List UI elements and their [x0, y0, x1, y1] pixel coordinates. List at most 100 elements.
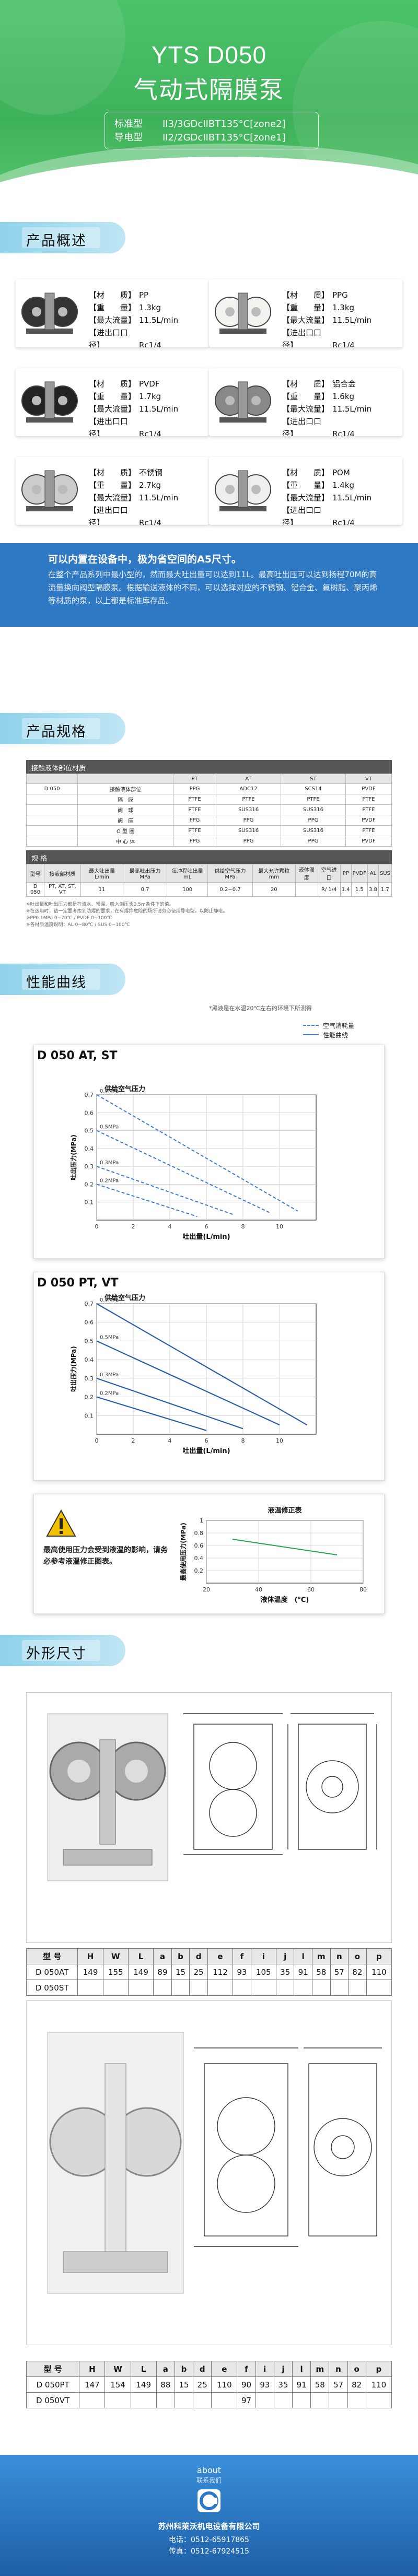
spec-label: 【最大流量】	[282, 493, 330, 502]
table-cell: PPG	[280, 836, 346, 847]
table-cell: PTFE	[345, 794, 392, 805]
table-cell: 20	[252, 882, 296, 897]
table-header-cell: a	[156, 2361, 175, 2377]
table-header-cell: e	[207, 1948, 234, 1964]
spec-label: 【进出口口径】	[282, 506, 322, 525]
table-header-cell: H	[79, 2361, 106, 2377]
series-label: 0.5MPa	[100, 1334, 119, 1340]
footnote: ※PP0.1MPa 0~70℃ / PVDF 0~100℃	[26, 916, 112, 921]
table-cell: PTFE	[172, 825, 217, 836]
table-cell: 149	[130, 2376, 157, 2393]
table-header-cell: ST	[280, 774, 346, 784]
table-row: D 050 接触液体部位 PPG ADC12 SCS14 PVDF	[26, 783, 392, 794]
footnote: ※各材质温度说明：AL 0~80℃ / SUS 0~100℃	[26, 922, 130, 928]
spec-port: Rc1/4	[332, 341, 355, 347]
footnote: ※在选用时，请一定要考虑到防爆的要求，在有爆炸危险的场所请务必使用导电型，以防止…	[26, 909, 228, 914]
table-header-cell: f	[233, 1948, 251, 1964]
table-cell: 112	[207, 1964, 234, 1980]
table-cell	[273, 2392, 293, 2408]
hero-title-model: YTS D050	[151, 41, 267, 68]
product-card: 【材 质】 PP 【重 量】 1.3kg 【最大流量】 11.5L/min 【进出口口径】 R…	[16, 279, 209, 347]
y-tick-label: 0.1	[85, 1412, 94, 1419]
series-line	[96, 1340, 280, 1426]
table-header-cell	[77, 774, 173, 784]
table-cell	[250, 1980, 276, 1996]
x-tick-label: 10	[276, 1223, 283, 1230]
table-cell: 15	[174, 2376, 194, 2393]
legend-perf-swatch	[303, 1034, 319, 1035]
table-cell: 110	[211, 2376, 238, 2393]
table-cell: PPG	[172, 815, 217, 826]
table-cell: 57	[330, 1964, 349, 1980]
spec-label: 【重 量】	[89, 303, 136, 312]
spec-material: PVDF	[139, 379, 160, 389]
spec-flow: 11.5L/min	[332, 315, 372, 325]
spec-weight: 1.3kg	[332, 303, 355, 312]
x-axis-label: 吐出量(L/min)	[182, 1447, 230, 1455]
footer-tel: 电话：0512-65917865	[169, 2536, 249, 2544]
footer-company: 苏州科莱沃机电设备有限公司	[158, 2522, 260, 2531]
table-cell: 阀 座	[77, 815, 173, 826]
table-header-cell: i	[255, 2361, 274, 2377]
table-cell: SUS316	[280, 825, 346, 836]
series-label: 0.3MPa	[100, 1372, 119, 1378]
table-cell: 97	[237, 2392, 256, 2408]
table-title: 规 格	[26, 850, 392, 864]
table-cell: 105	[250, 1964, 276, 1980]
hero-banner: YTS D050 气动式隔膜泵 标准型 II3/3GDcIIBT135°C[zon…	[0, 0, 418, 219]
product-card: 【材 质】 不锈钢 【重 量】 2.7kg 【最大流量】 11.5L/min 【进出口口径】…	[16, 457, 209, 525]
y-tick-label: 0.2	[194, 1567, 204, 1574]
table-cell: PTFE	[172, 804, 217, 815]
y-tick-label: 0.4	[85, 1356, 94, 1363]
table-cell: 1.7	[378, 882, 392, 897]
pump-image	[21, 470, 78, 511]
table-row: 隔 膜 PTFE PTFE PTFE PTFE	[26, 794, 392, 805]
table-header-cell: d	[189, 1948, 208, 1964]
table-cell: 149	[127, 1964, 154, 1980]
y-tick-label: 0.7	[85, 1301, 94, 1307]
table-cell	[127, 1980, 154, 1996]
spec-label: 【材 质】	[282, 379, 330, 389]
y-tick-label: 0.2	[85, 1394, 94, 1401]
y-axis-label: 最高使用压力(MPa)	[179, 1523, 187, 1580]
spec-weight: 1.6kg	[332, 392, 355, 401]
legend-air-swatch	[303, 1025, 319, 1026]
table-cell: 0.7	[123, 882, 167, 897]
pump-drawing-b	[47, 2032, 382, 2294]
table-cell: 93	[233, 1964, 251, 1980]
table-header-cell: o	[347, 2361, 366, 2377]
spec-port: Rc1/4	[139, 518, 161, 525]
table-cell: 3.8	[367, 882, 379, 897]
table-header-cell: W	[102, 1948, 129, 1964]
table-cell	[26, 815, 78, 826]
viscosity-card: 最高使用压力会受到液温的影响，请务必参考液温修正图表。 0.2 0.4 0.6 0.8…	[33, 1494, 385, 1614]
table-row: D 050AT 149 155 149 89 15 25 112 93 105 35 91 58 57 82…	[26, 1964, 392, 1980]
section-tag-overview: 产品概述	[0, 222, 125, 253]
table-cell: 35	[273, 2376, 293, 2393]
spec-label: 【进出口口径】	[89, 506, 129, 525]
spec-port: Rc1/4	[332, 518, 355, 525]
x-tick-label: 20	[203, 1586, 210, 1593]
y-tick-label: 0.4	[194, 1555, 204, 1562]
spec-table: 规 格 型号 接液部材质 最大吐出量 L/min 最高吐出压力 MPa 每冲程吐出量 m…	[26, 850, 392, 897]
footnote: ※吐出量和吐出压力都是在清水、常温、吸入侧压头0.5m条件下的值。	[26, 902, 174, 907]
spec-label: 【进出口口径】	[282, 328, 322, 347]
pump-drawing-a	[47, 1713, 377, 1881]
spec-label: 【材 质】	[89, 468, 136, 477]
chart-title: 液温修正表	[268, 1506, 302, 1515]
table-cell	[26, 825, 78, 836]
table-header-cell: p	[365, 2361, 392, 2377]
table-cell	[365, 2392, 392, 2408]
table-cell: O 型 圈	[77, 825, 173, 836]
hero-row-key: 导电型	[114, 132, 143, 143]
table-header-cell: VT	[345, 774, 392, 784]
section-tag-performance: 性能曲线	[0, 964, 125, 995]
table-cell: 35	[275, 1964, 295, 1980]
spec-label: 【最大流量】	[282, 315, 330, 325]
series-line	[96, 1130, 271, 1214]
table-header-cell: L	[130, 2361, 157, 2377]
table-cell: 1.4	[340, 882, 352, 897]
table-cell	[153, 1980, 172, 1996]
table-cell: PPG	[216, 836, 281, 847]
